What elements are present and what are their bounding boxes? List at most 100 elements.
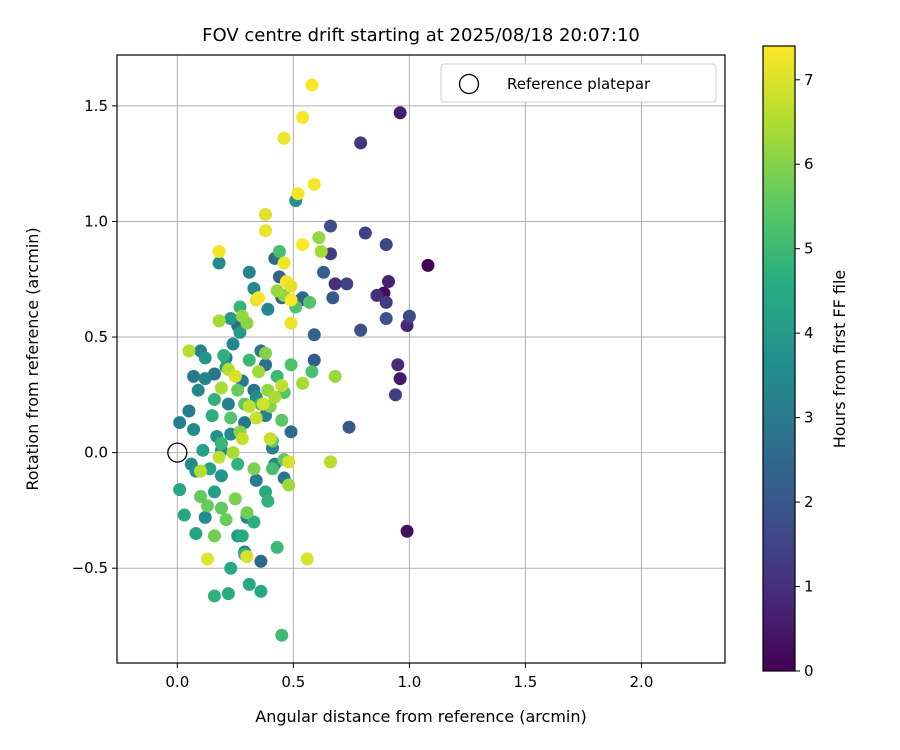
data-point (354, 136, 368, 150)
x-tick-label: 0.0 (165, 673, 189, 691)
data-point (233, 325, 247, 339)
data-point (224, 312, 238, 326)
data-point (228, 492, 242, 506)
data-point (235, 432, 249, 446)
data-point (317, 265, 331, 279)
colorbar: 0 1 2 3 4 5 6 7 Hours from first FF file (762, 45, 849, 680)
data-point (228, 369, 242, 383)
legend-label: Reference platepar (507, 75, 651, 93)
data-point (305, 78, 319, 92)
data-point (261, 302, 275, 316)
data-point (259, 224, 273, 238)
reference-marker (167, 442, 188, 463)
data-point (221, 397, 235, 411)
data-point (173, 416, 187, 430)
data-point (214, 381, 228, 395)
colorbar-tick-label: 1 (804, 578, 814, 596)
x-tick-label: 0.5 (281, 673, 305, 691)
data-point (198, 510, 212, 524)
data-point (421, 258, 435, 272)
x-tick-label: 2.0 (630, 673, 654, 691)
data-point (214, 501, 228, 515)
data-point (221, 587, 235, 601)
legend-reference-marker (458, 73, 480, 95)
data-point (328, 277, 342, 291)
data-point (207, 589, 221, 603)
y-axis-ticks: −0.5 0.0 0.5 1.0 1.5 (72, 97, 117, 577)
data-point (328, 369, 342, 383)
data-point (261, 494, 275, 508)
data-point (189, 527, 203, 541)
data-point (198, 372, 212, 386)
data-point (207, 392, 221, 406)
data-point (249, 473, 263, 487)
data-point (284, 358, 298, 372)
colorbar-tick-label: 3 (804, 409, 814, 427)
data-point (242, 265, 256, 279)
data-point (177, 508, 191, 522)
data-point (254, 554, 268, 568)
data-point (275, 628, 289, 642)
data-point (252, 291, 266, 305)
reference-layer (167, 442, 188, 463)
x-tick-label: 1.5 (513, 673, 537, 691)
data-point (212, 450, 226, 464)
data-point (259, 346, 273, 360)
data-point (219, 513, 233, 527)
data-point (312, 231, 326, 245)
data-point (393, 106, 407, 120)
legend: Reference platepar (440, 63, 717, 103)
data-point (249, 411, 263, 425)
data-point (277, 256, 291, 270)
x-tick-label: 1.0 (397, 673, 421, 691)
data-point (284, 316, 298, 330)
data-point (231, 457, 245, 471)
data-point (217, 349, 231, 363)
data-point (379, 312, 393, 326)
data-point (240, 506, 254, 520)
data-point (270, 540, 284, 554)
data-point (284, 425, 298, 439)
data-point (201, 552, 215, 566)
data-point (342, 420, 356, 434)
legend-box (440, 63, 717, 103)
colorbar-tick-label: 5 (804, 240, 814, 258)
data-point (307, 353, 321, 367)
data-point (379, 238, 393, 252)
data-point (296, 376, 310, 390)
data-point (282, 455, 296, 469)
data-point (277, 131, 291, 145)
colorbar-tick-label: 4 (804, 324, 814, 342)
data-point (296, 238, 310, 252)
data-point (173, 483, 187, 497)
data-point (240, 550, 254, 564)
data-point (252, 365, 266, 379)
y-tick-label: 0.0 (84, 444, 108, 462)
data-point (242, 399, 256, 413)
colorbar-ticks: 0 1 2 3 4 5 6 7 (795, 71, 814, 680)
data-point (296, 110, 310, 124)
data-point (272, 245, 286, 259)
data-point (358, 226, 372, 240)
data-point (282, 478, 296, 492)
data-point (402, 309, 416, 323)
colorbar-label: Hours from first FF file (830, 270, 849, 449)
data-point (194, 464, 208, 478)
data-point (275, 379, 289, 393)
data-point (307, 177, 321, 191)
data-point (207, 485, 221, 499)
data-point (191, 383, 205, 397)
data-point (224, 411, 238, 425)
chart-title: FOV centre drift starting at 2025/08/18 … (202, 25, 640, 46)
data-point (214, 436, 228, 450)
y-tick-label: 0.5 (84, 328, 108, 346)
colorbar-tick-label: 6 (804, 155, 814, 173)
data-point (382, 275, 396, 289)
data-point (226, 446, 240, 460)
data-point (201, 499, 215, 513)
data-point (205, 409, 219, 423)
y-tick-label: 1.5 (84, 97, 108, 115)
data-point (235, 529, 249, 543)
data-point (212, 314, 226, 328)
